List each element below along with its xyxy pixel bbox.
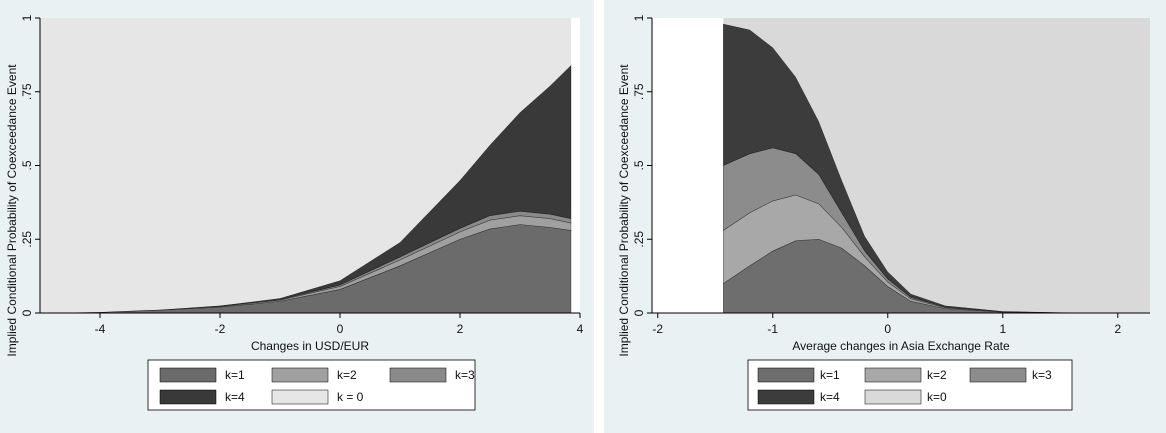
y-tick-label: 1	[632, 14, 646, 21]
x-tick-label: -2	[215, 322, 226, 336]
x-tick-label: 2	[457, 322, 464, 336]
x-tick-label: 1	[999, 322, 1006, 336]
y-tick-label: .5	[632, 160, 646, 170]
y-tick-label: .25	[20, 231, 34, 248]
legend-label: k = 0	[337, 390, 364, 404]
legend-label: k=4	[820, 390, 840, 404]
y-axis-title: Implied Conditional Probability of Coexc…	[617, 64, 631, 357]
y-tick-label: .25	[632, 231, 646, 248]
y-tick-label: .5	[20, 160, 34, 170]
y-tick-label: .75	[20, 83, 34, 100]
y-tick-label: 1	[20, 14, 34, 21]
x-tick-label: 0	[337, 322, 344, 336]
legend-swatch	[159, 389, 217, 405]
legend-swatch	[389, 367, 447, 383]
x-tick-label: 0	[884, 322, 891, 336]
area-series	[723, 18, 1150, 313]
legend-swatch	[757, 389, 815, 405]
x-axis-title: Average changes in Asia Exchange Rate	[792, 339, 1010, 353]
legend-label: k=4	[225, 390, 245, 404]
legend-label: k=3	[455, 368, 475, 382]
x-tick-label: -2	[652, 322, 663, 336]
x-tick-label: 4	[577, 322, 584, 336]
legend-label: k=2	[337, 368, 357, 382]
area-series	[40, 18, 571, 313]
x-axis-title: Changes in USD/EUR	[251, 339, 369, 353]
legend-swatch	[271, 389, 329, 405]
x-tick-label: 2	[1114, 322, 1121, 336]
legend-swatch	[159, 367, 217, 383]
legend-swatch	[969, 367, 1027, 383]
legend-swatch	[864, 367, 922, 383]
y-axis-title: Implied Conditional Probability of Coexc…	[5, 64, 19, 357]
y-tick-label: .75	[632, 83, 646, 100]
legend-label: k=3	[1032, 368, 1052, 382]
y-tick-label: 0	[632, 309, 646, 316]
y-tick-label: 0	[20, 309, 34, 316]
x-tick-label: -4	[95, 322, 106, 336]
legend-label: k=0	[927, 390, 947, 404]
legend-label: k=1	[820, 368, 840, 382]
legend-swatch	[757, 367, 815, 383]
x-tick-label: -1	[767, 322, 778, 336]
legend-swatch	[864, 389, 922, 405]
legend-swatch	[271, 367, 329, 383]
legend-label: k=1	[225, 368, 245, 382]
legend-label: k=2	[927, 368, 947, 382]
